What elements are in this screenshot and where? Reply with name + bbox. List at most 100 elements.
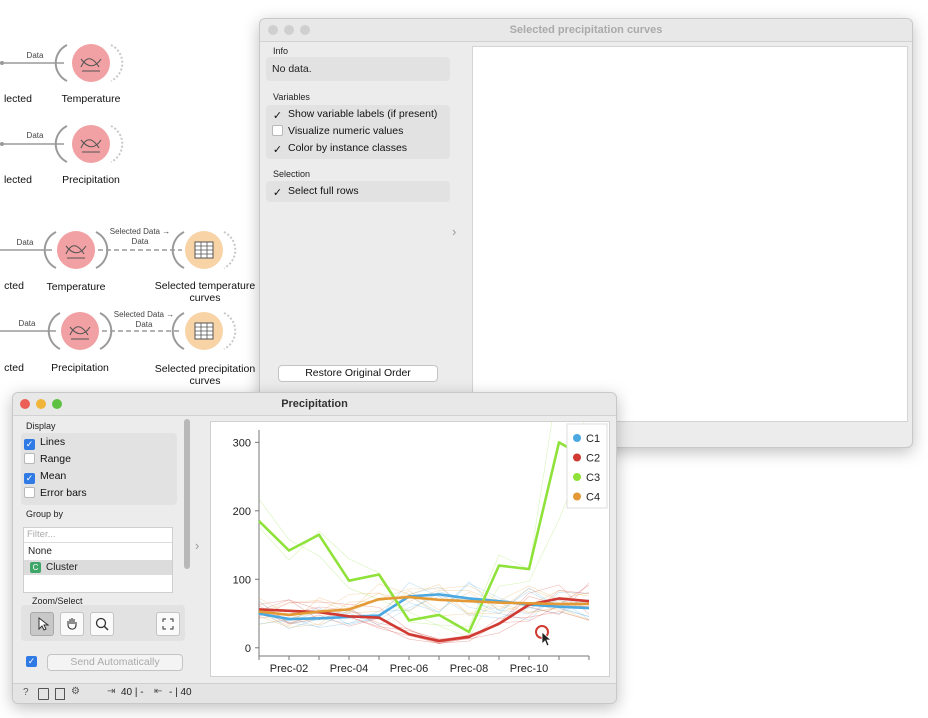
line-plot-window: Precipitation Display ✓ Lines Range ✓ Mean… [12, 392, 617, 704]
info-section-title: Info [273, 46, 289, 56]
zoom-tool-button[interactable] [90, 612, 114, 636]
node-label-selected-precipitation[interactable]: Selected precipitation [154, 363, 256, 375]
report-icon[interactable] [55, 688, 65, 700]
help-icon[interactable]: ? [23, 687, 29, 698]
node-label-temperature[interactable]: Temperature [46, 281, 106, 293]
restore-order-button[interactable]: Restore Original Order [278, 365, 438, 382]
chevron-right-icon[interactable]: › [452, 224, 457, 239]
info-text: No data. [272, 63, 312, 75]
x-tick-label: Prec-06 [390, 663, 429, 675]
minimize-button[interactable] [284, 25, 294, 35]
data-table-window: Selected precipitation curves Info No da… [259, 18, 913, 448]
line-chart[interactable]: 0 100 200 300 Prec-02 Prec-04 Prec-06 Prec-08 Pr… [211, 393, 609, 676]
close-button[interactable] [20, 399, 30, 409]
range-checkbox[interactable]: Range [24, 451, 71, 468]
data-table-area[interactable] [472, 46, 908, 422]
checkmark-icon: ✓ [272, 187, 283, 199]
link-label-selected-data: Selected Data → [113, 310, 175, 319]
link-label-data: Data [16, 238, 34, 247]
visualize-numeric-checkbox[interactable]: Visualize numeric values [272, 123, 403, 140]
link-label-data: Data [18, 319, 36, 328]
node-label-precipitation[interactable]: Precipitation [62, 174, 120, 186]
output-summary: - | 40 [169, 687, 192, 698]
group-by-section-title: Group by [26, 509, 64, 519]
node-label-precipitation[interactable]: Precipitation [51, 362, 109, 374]
x-tick-label: Prec-10 [510, 663, 549, 675]
individual-curve [258, 584, 590, 644]
individual-curve [258, 601, 590, 640]
individual-curve [258, 589, 590, 640]
send-automatically-button[interactable]: Send Automatically [47, 654, 183, 671]
legend-marker-c1 [573, 434, 581, 442]
close-button[interactable] [268, 25, 278, 35]
status-bar: ? ⚙ ⇥ 40 | - ⇤ - | 40 [13, 683, 616, 703]
categorical-variable-icon: C [30, 562, 41, 573]
source-node-label: cted [4, 362, 24, 374]
lines-checkbox[interactable]: ✓ Lines [24, 436, 66, 450]
zoom-button[interactable] [52, 399, 62, 409]
fit-view-icon [162, 618, 174, 630]
pan-tool-button[interactable] [60, 612, 84, 636]
individual-curve [258, 596, 590, 626]
individual-curve [258, 581, 590, 627]
checkbox-checked-icon: ✓ [24, 439, 35, 450]
series-line-c3 [258, 441, 590, 634]
variables-box: ✓ Show variable labels (if present) Visua… [266, 105, 450, 159]
window-title: Precipitation [13, 393, 616, 416]
checkmark-icon: ✓ [272, 110, 283, 122]
source-node-label: cted [4, 280, 24, 292]
input-icon: ⇥ [107, 686, 116, 697]
plot-area[interactable]: 0 100 200 300 Prec-02 Prec-04 Prec-06 Prec-08 Pr… [210, 393, 610, 677]
minimize-button[interactable] [36, 399, 46, 409]
x-tick-label: Prec-04 [330, 663, 369, 675]
link-label-selected-data: Selected Data → [109, 227, 171, 236]
individual-curve [258, 588, 590, 626]
select-full-rows-checkbox[interactable]: ✓ Select full rows [272, 185, 359, 199]
group-option-none[interactable]: None [28, 546, 52, 557]
node-label-curves: curves [189, 292, 221, 304]
mean-checkbox[interactable]: ✓ Mean [24, 470, 67, 484]
filter-input[interactable]: Filter... [24, 528, 172, 543]
info-box: No data. [266, 57, 450, 81]
error-bars-checkbox[interactable]: Error bars [24, 485, 87, 502]
legend-marker-c2 [573, 453, 581, 462]
group-option-cluster[interactable]: C Cluster [24, 560, 172, 575]
visual-settings-icon[interactable]: ⚙ [71, 686, 80, 697]
individual-curve [258, 583, 590, 628]
individual-curve [258, 586, 590, 625]
sidebar-scrollbar[interactable] [184, 419, 190, 569]
checkbox-icon [24, 487, 35, 498]
display-section-title: Display [26, 421, 56, 431]
node-label-curves: curves [189, 375, 221, 387]
pointer-icon [38, 616, 50, 631]
link-label-data: Data [131, 237, 149, 246]
y-tick-label: 300 [233, 437, 251, 449]
reset-zoom-button[interactable] [156, 612, 180, 636]
series-line-c1 [258, 593, 590, 621]
magnifier-icon [95, 617, 109, 631]
legend-marker-c3 [573, 473, 581, 481]
zoom-select-box [21, 605, 185, 641]
select-tool-button[interactable] [30, 612, 54, 636]
legend-label: C3 [586, 472, 600, 484]
y-tick-label: 200 [233, 506, 251, 518]
legend-label: C4 [586, 492, 600, 504]
y-tick-label: 0 [245, 643, 251, 655]
node-label-temperature[interactable]: Temperature [61, 93, 121, 105]
zoom-button[interactable] [300, 25, 310, 35]
zoom-select-section-title: Zoom/Select [32, 596, 83, 606]
chevron-right-icon[interactable]: › [195, 538, 200, 553]
send-auto-checkbox[interactable]: ✓ [26, 656, 37, 667]
save-icon[interactable] [38, 688, 49, 700]
y-tick-label: 100 [233, 574, 251, 586]
legend-marker-c4 [573, 492, 581, 501]
node-label-selected-temperature[interactable]: Selected temperature [154, 280, 256, 292]
checkbox-checked-icon: ✓ [24, 473, 35, 484]
selection-box: ✓ Select full rows [266, 181, 450, 202]
color-by-class-checkbox[interactable]: ✓ Color by instance classes [272, 142, 408, 156]
window-title: Selected precipitation curves [260, 19, 912, 42]
display-box: ✓ Lines Range ✓ Mean Error bars [21, 433, 177, 505]
group-by-list[interactable]: Filter... None C Cluster [23, 527, 173, 593]
show-labels-checkbox[interactable]: ✓ Show variable labels (if present) [272, 108, 438, 122]
